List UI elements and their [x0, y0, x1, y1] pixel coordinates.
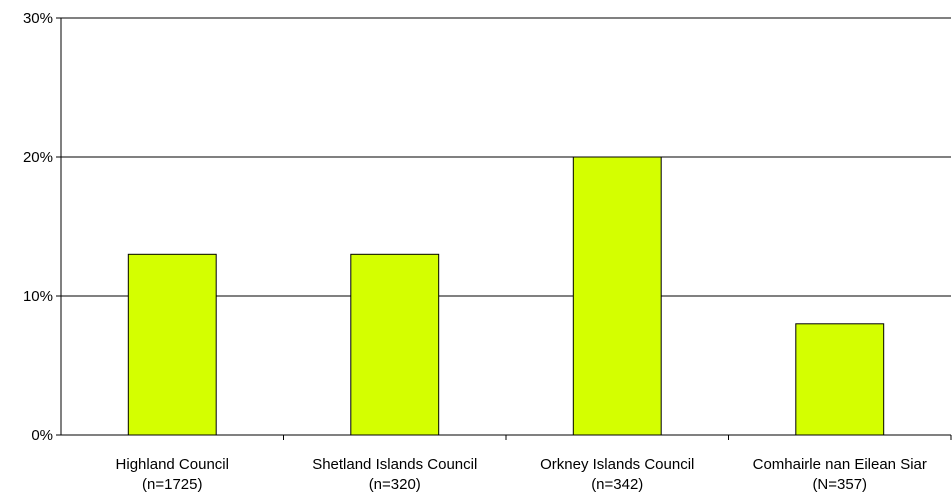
bar [795, 323, 885, 436]
bars [127, 156, 885, 436]
y-tick-label: 20% [23, 149, 53, 166]
y-tick-label: 30% [23, 10, 53, 27]
bar [572, 156, 662, 436]
y-tick-label: 0% [31, 427, 53, 444]
x-category-label: Comhairle nan Eilean Siar (N=357) [753, 456, 927, 493]
x-category-label: Orkney Islands Council (n=342) [540, 456, 694, 493]
x-category-label: Shetland Islands Council (n=320) [312, 456, 477, 493]
y-tick-label: 10% [23, 288, 53, 305]
bar [127, 253, 217, 436]
bar [350, 253, 440, 436]
y-tick-labels: 0% 10% 20% 30% [23, 10, 53, 444]
axes [56, 17, 952, 440]
x-category-label: Highland Council (n=1725) [116, 456, 229, 493]
category-labels: Highland Council (n=1725) Shetland Islands… [116, 456, 927, 493]
